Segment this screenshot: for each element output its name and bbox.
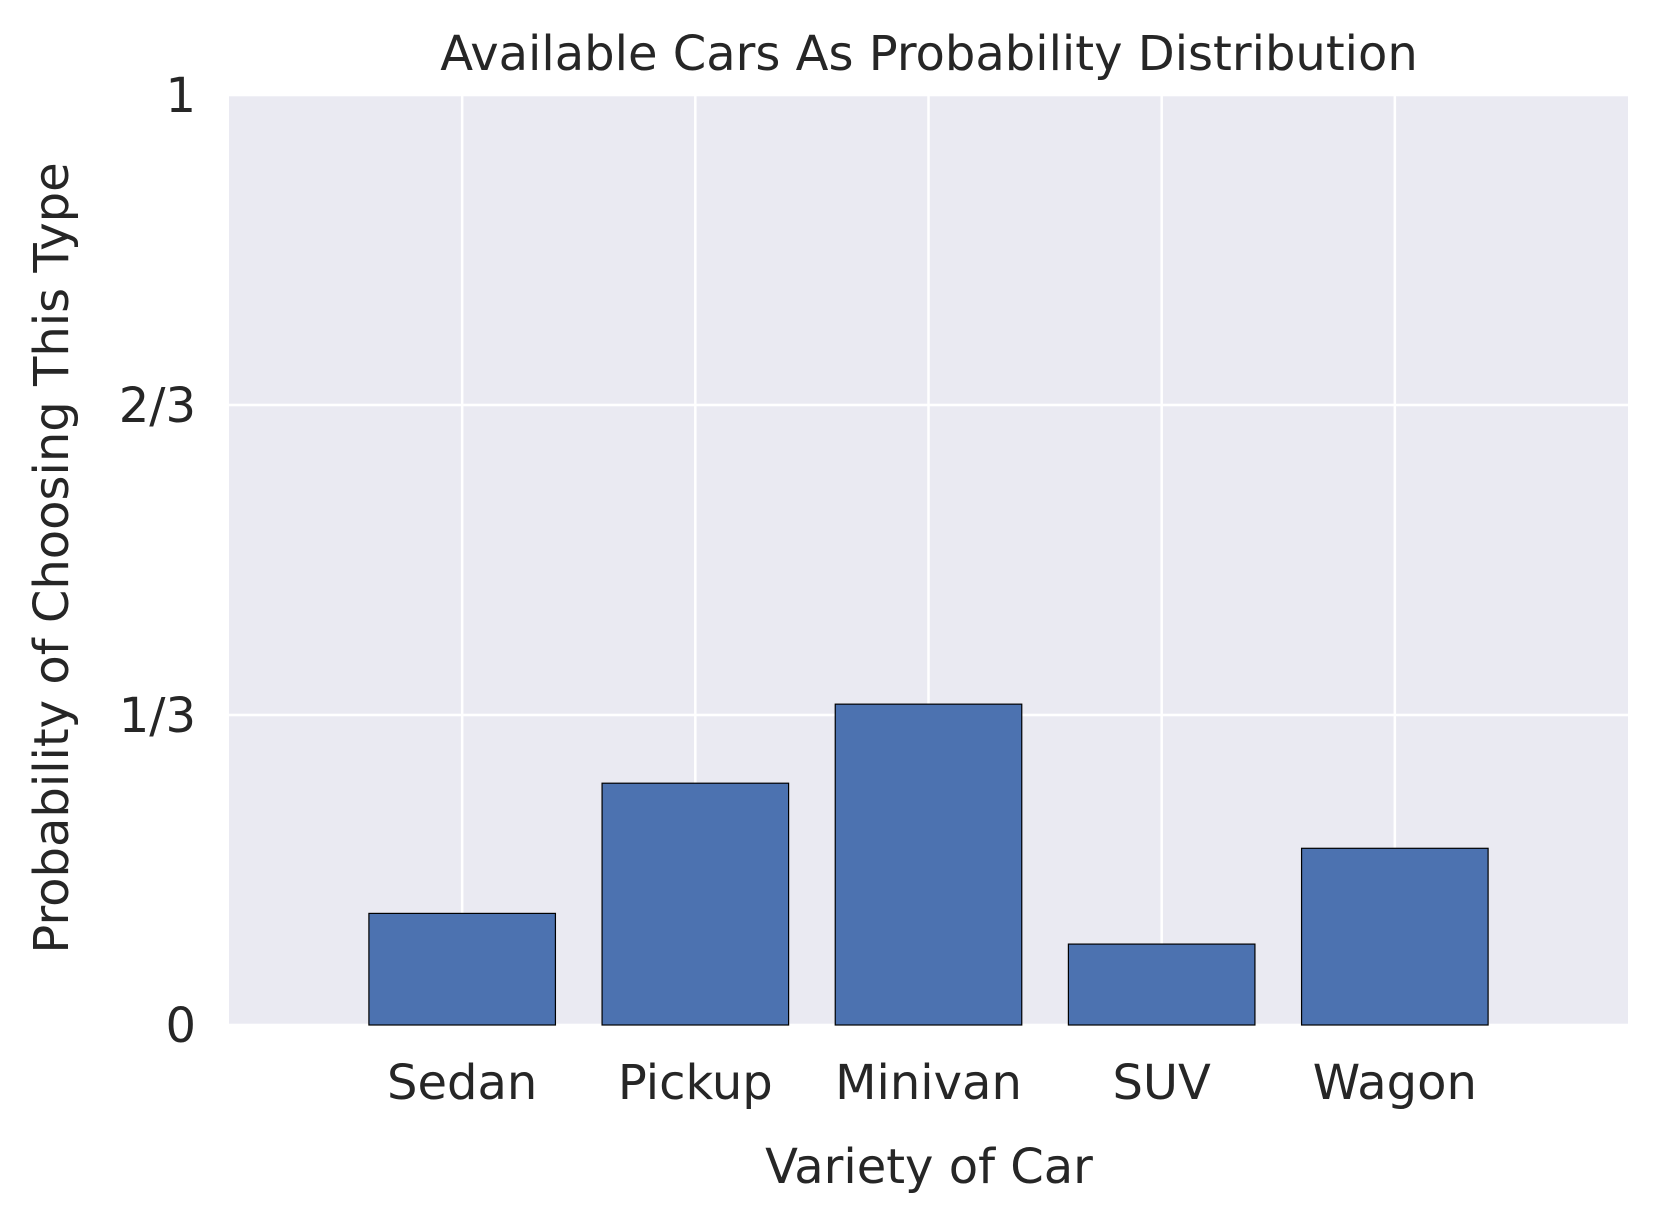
x-tick-label: Pickup xyxy=(618,1055,773,1111)
y-tick-labels: 0 1/3 2/3 1 xyxy=(119,68,196,1054)
bar-minivan xyxy=(834,703,1023,1026)
y-tick-label: 2/3 xyxy=(119,378,196,434)
bar-pickup xyxy=(601,782,790,1026)
x-tick-label: Minivan xyxy=(835,1055,1022,1111)
bar-suv xyxy=(1067,943,1256,1026)
x-tick-label: Sedan xyxy=(387,1055,537,1111)
chart-title: Available Cars As Probability Distributi… xyxy=(440,26,1418,82)
bars xyxy=(368,703,1489,1026)
y-axis-label: Probability of Choosing This Type xyxy=(24,162,80,953)
x-axis-label: Variety of Car xyxy=(765,1139,1093,1195)
y-tick-label: 1/3 xyxy=(119,688,196,744)
y-tick-label: 1 xyxy=(165,68,196,124)
x-tick-labels: Sedan Pickup Minivan SUV Wagon xyxy=(387,1055,1477,1111)
y-tick-label: 0 xyxy=(165,998,196,1054)
bar-wagon xyxy=(1300,847,1489,1026)
bar-sedan xyxy=(368,912,557,1026)
x-tick-label: SUV xyxy=(1112,1055,1211,1111)
x-tick-label: Wagon xyxy=(1313,1055,1477,1111)
